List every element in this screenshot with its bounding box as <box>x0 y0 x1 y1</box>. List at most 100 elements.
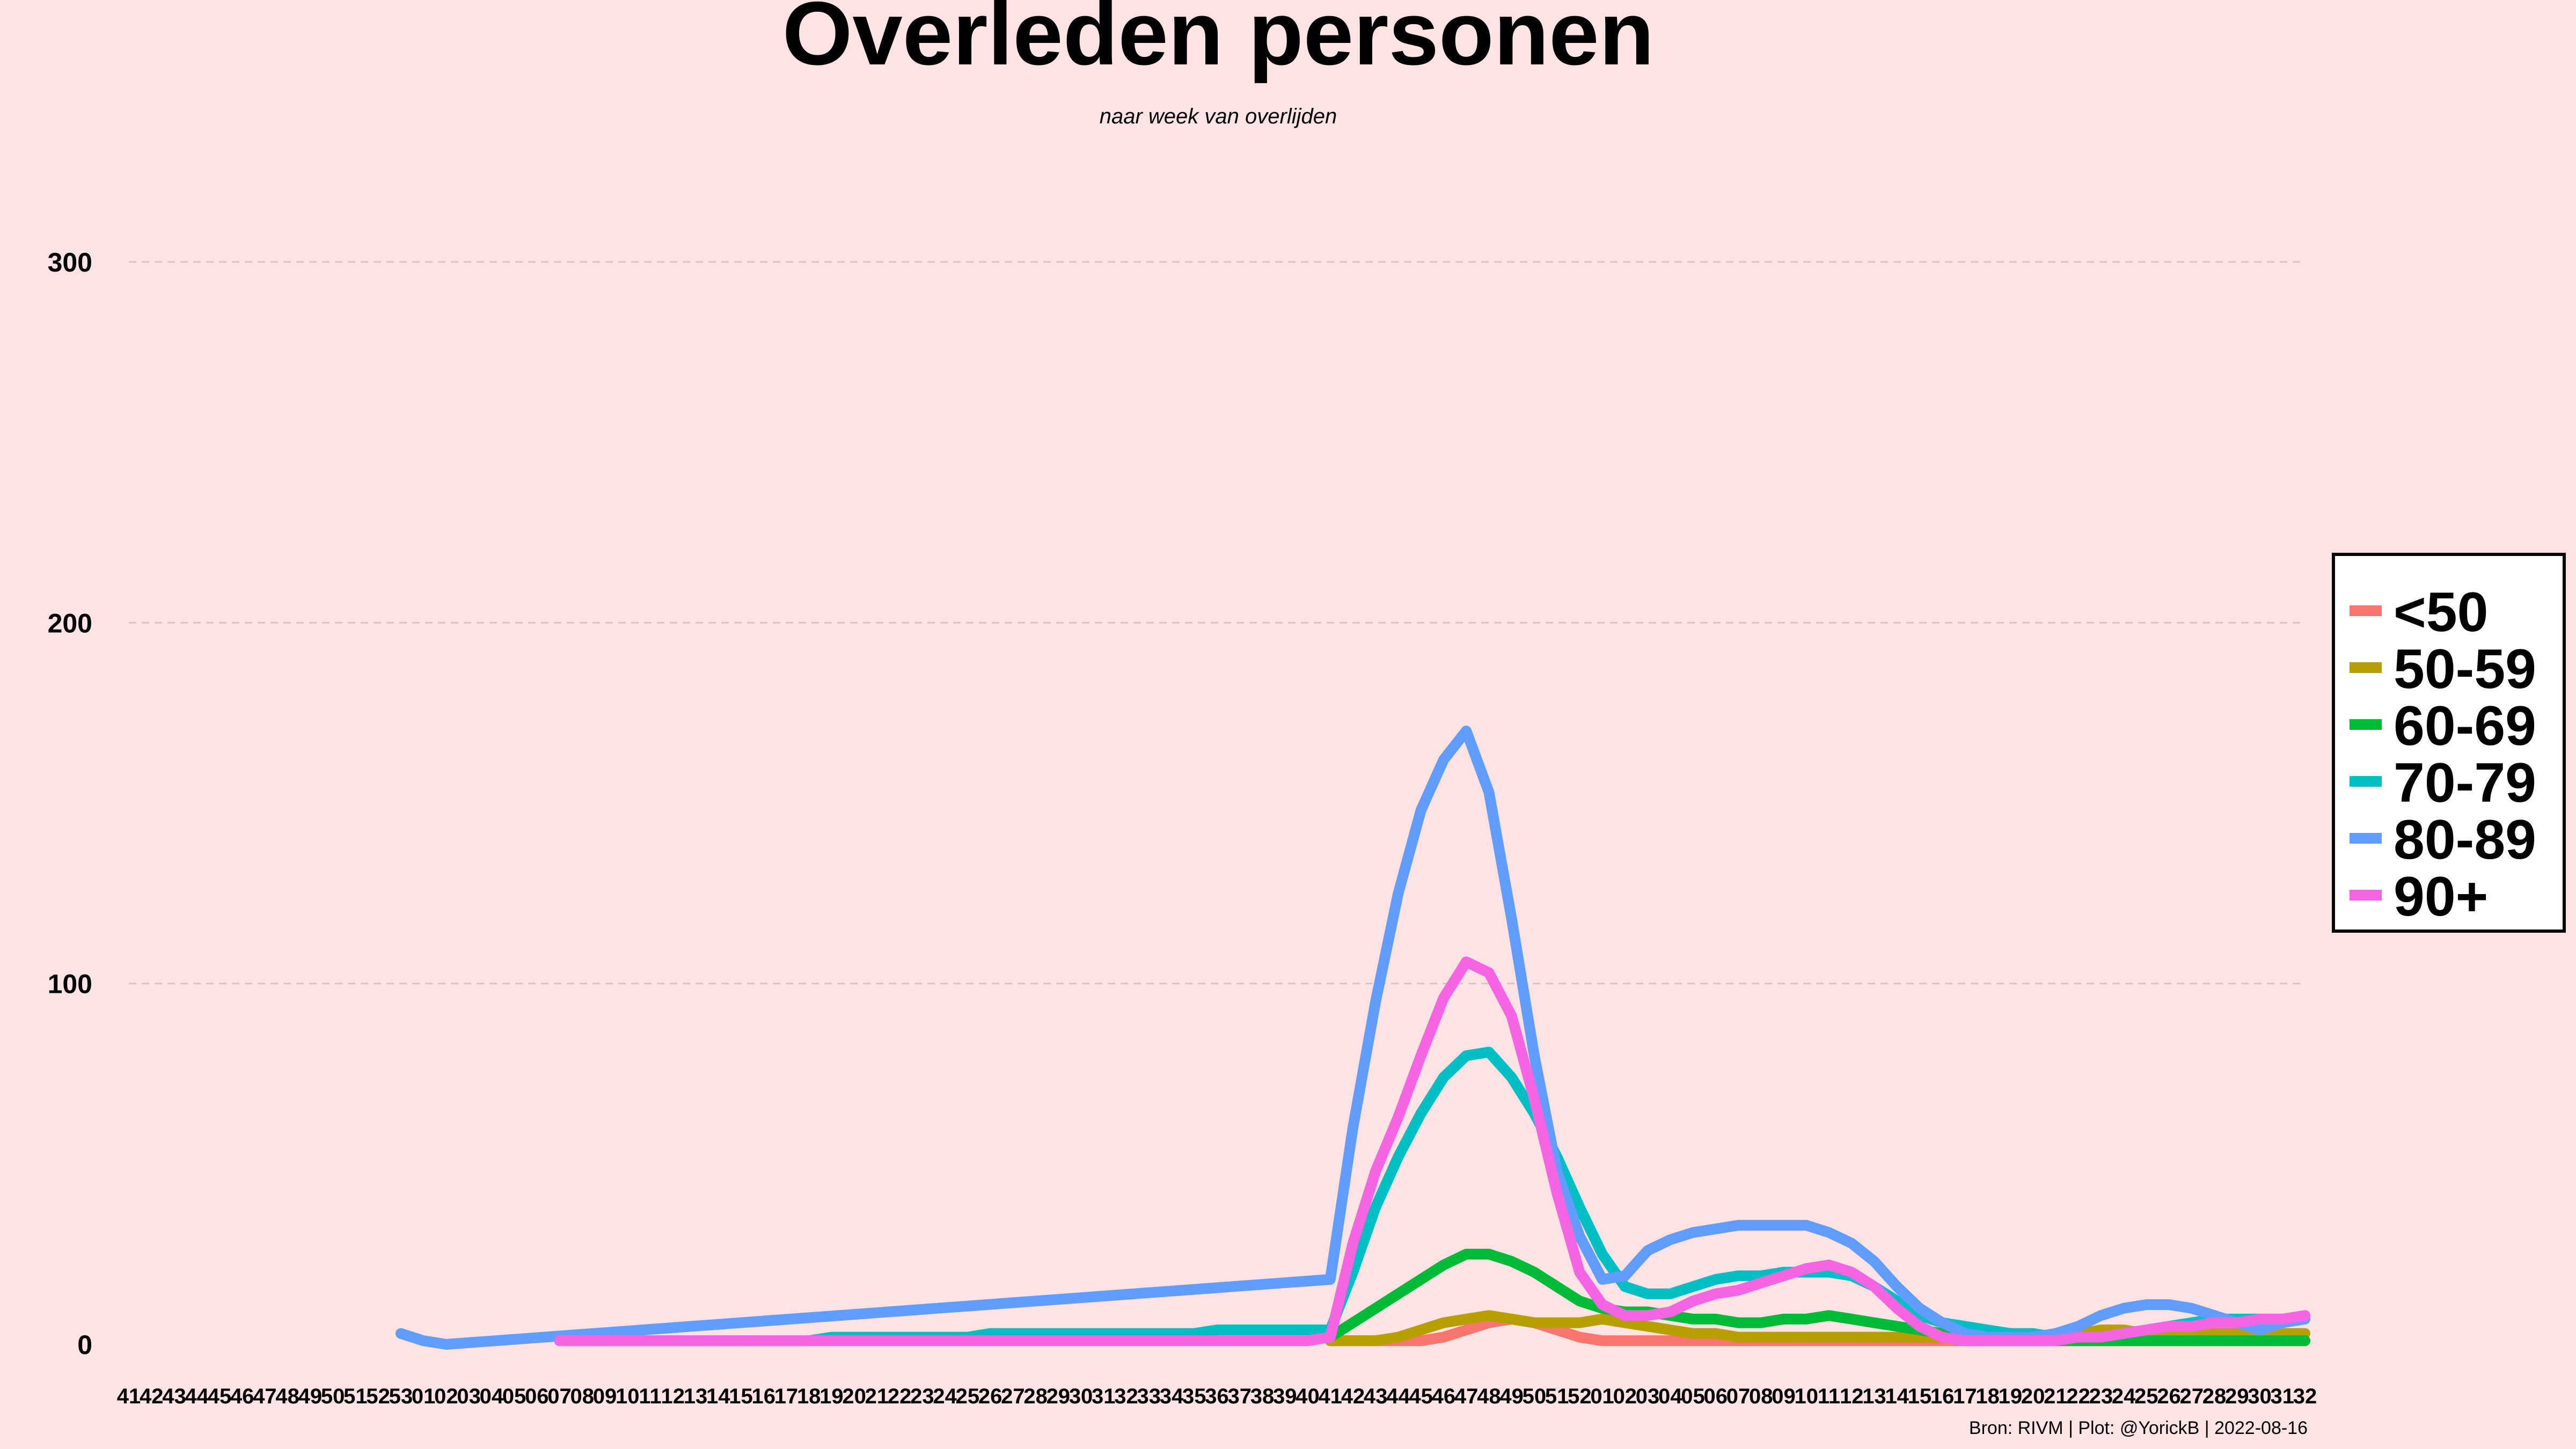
x-tick-label: 14 <box>706 1385 730 1408</box>
x-tick-label: 23 <box>910 1385 934 1408</box>
x-tick-label: 26 <box>2157 1385 2181 1408</box>
legend-label: 90+ <box>2394 866 2488 928</box>
x-tick-label: 09 <box>1772 1385 1796 1408</box>
x-tick-label: 06 <box>525 1385 549 1408</box>
x-tick-label: 46 <box>1432 1385 1456 1408</box>
x-tick-label: 17 <box>774 1385 799 1408</box>
x-tick-label: 07 <box>547 1385 572 1408</box>
x-tick-label: 41 <box>117 1385 141 1408</box>
x-tick-label: 07 <box>1726 1385 1751 1408</box>
x-tick-label: 13 <box>684 1385 708 1408</box>
legend-box <box>2332 553 2566 933</box>
x-tick-label: 04 <box>1658 1385 1682 1408</box>
x-tick-label: 17 <box>1953 1385 1977 1408</box>
y-tick-label: 200 <box>48 608 92 638</box>
x-tick-label: 24 <box>933 1385 957 1408</box>
x-tick-label: 43 <box>1364 1385 1388 1408</box>
x-tick-label: 12 <box>661 1385 685 1408</box>
x-tick-label: 03 <box>457 1385 481 1408</box>
x-tick-label: 38 <box>1250 1385 1275 1408</box>
x-tick-label: 03 <box>1636 1385 1660 1408</box>
x-tick-label: 53 <box>389 1385 413 1408</box>
x-tick-label: 52 <box>366 1385 390 1408</box>
x-tick-label: 28 <box>1023 1385 1048 1408</box>
legend-label: 50-59 <box>2394 638 2536 700</box>
series-lines <box>395 726 2310 1350</box>
x-tick-label: 26 <box>978 1385 1002 1408</box>
x-tick-label: 01 <box>412 1385 436 1408</box>
x-tick-label: 48 <box>275 1385 299 1408</box>
x-tick-label: 11 <box>639 1385 661 1408</box>
x-tick-label: 40 <box>1296 1385 1320 1408</box>
x-tick-label: 25 <box>2134 1385 2158 1408</box>
chart-subtitle: naar week van overlijden <box>1100 105 1337 128</box>
x-tick-label: 36 <box>1205 1385 1229 1408</box>
x-tick-label: 10 <box>1794 1385 1818 1408</box>
x-axis-ticks: 4142434445464748495051525301020304050607… <box>117 1385 2317 1408</box>
x-tick-label: 34 <box>1160 1385 1184 1408</box>
chart-title: Overleden personen <box>782 0 1655 84</box>
x-tick-label: 52 <box>1568 1385 1592 1408</box>
legend-label: 60-69 <box>2394 695 2536 757</box>
x-tick-label: 01 <box>1590 1385 1614 1408</box>
x-tick-label: 51 <box>343 1385 368 1408</box>
x-tick-label: 18 <box>1975 1385 2000 1408</box>
x-tick-label: 18 <box>797 1385 821 1408</box>
x-tick-label: 09 <box>593 1385 617 1408</box>
chart-caption: Bron: RIVM | Plot: @YorickB | 2022-08-16 <box>1969 1418 2308 1438</box>
x-tick-label: 19 <box>819 1385 844 1408</box>
x-tick-label: 22 <box>888 1385 912 1408</box>
x-tick-label: 20 <box>842 1385 866 1408</box>
x-tick-label: 27 <box>1001 1385 1025 1408</box>
x-tick-label: 15 <box>1908 1385 1932 1408</box>
x-tick-label: 46 <box>230 1385 254 1408</box>
x-tick-label: 41 <box>1318 1385 1342 1408</box>
y-tick-label: 100 <box>48 969 92 999</box>
x-tick-label: 32 <box>2293 1385 2317 1408</box>
series-line <box>395 726 2310 1350</box>
x-tick-label: 44 <box>185 1385 209 1408</box>
x-tick-label: 20 <box>2021 1385 2045 1408</box>
x-tick-label: 32 <box>1114 1385 1138 1408</box>
x-tick-label: 08 <box>1749 1385 1773 1408</box>
x-tick-label: 19 <box>1999 1385 2023 1408</box>
x-tick-label: 02 <box>434 1385 458 1408</box>
x-tick-label: 08 <box>570 1385 595 1408</box>
x-tick-label: 48 <box>1477 1385 1501 1408</box>
x-tick-label: 49 <box>1499 1385 1524 1408</box>
legend-label: <50 <box>2394 581 2488 643</box>
x-tick-label: 39 <box>1273 1385 1297 1408</box>
x-tick-label: 10 <box>616 1385 640 1408</box>
x-tick-label: 11 <box>1818 1385 1840 1408</box>
y-tick-label: 300 <box>48 247 92 277</box>
x-tick-label: 50 <box>1523 1385 1547 1408</box>
x-tick-label: 13 <box>1862 1385 1886 1408</box>
x-tick-label: 16 <box>751 1385 775 1408</box>
x-tick-label: 49 <box>298 1385 323 1408</box>
x-tick-label: 12 <box>1840 1385 1864 1408</box>
x-tick-label: 35 <box>1182 1385 1206 1408</box>
gridlines <box>129 261 2305 985</box>
x-tick-label: 29 <box>2225 1385 2249 1408</box>
legend-label: 80-89 <box>2394 809 2536 871</box>
x-tick-label: 05 <box>502 1385 526 1408</box>
x-tick-label: 51 <box>1545 1385 1569 1408</box>
x-tick-label: 43 <box>162 1385 186 1408</box>
x-tick-label: 23 <box>2089 1385 2113 1408</box>
x-tick-label: 21 <box>865 1385 889 1408</box>
x-tick-label: 05 <box>1681 1385 1705 1408</box>
x-tick-label: 04 <box>480 1385 504 1408</box>
x-tick-label: 45 <box>208 1385 232 1408</box>
x-tick-label: 15 <box>729 1385 753 1408</box>
x-tick-label: 25 <box>956 1385 980 1408</box>
y-tick-label: 0 <box>77 1330 92 1360</box>
x-tick-label: 50 <box>321 1385 345 1408</box>
x-tick-label: 16 <box>1930 1385 1955 1408</box>
x-tick-label: 06 <box>1704 1385 1728 1408</box>
x-tick-label: 44 <box>1386 1385 1410 1408</box>
x-tick-label: 30 <box>2248 1385 2272 1408</box>
x-tick-label: 30 <box>1069 1385 1093 1408</box>
x-tick-label: 14 <box>1885 1385 1909 1408</box>
